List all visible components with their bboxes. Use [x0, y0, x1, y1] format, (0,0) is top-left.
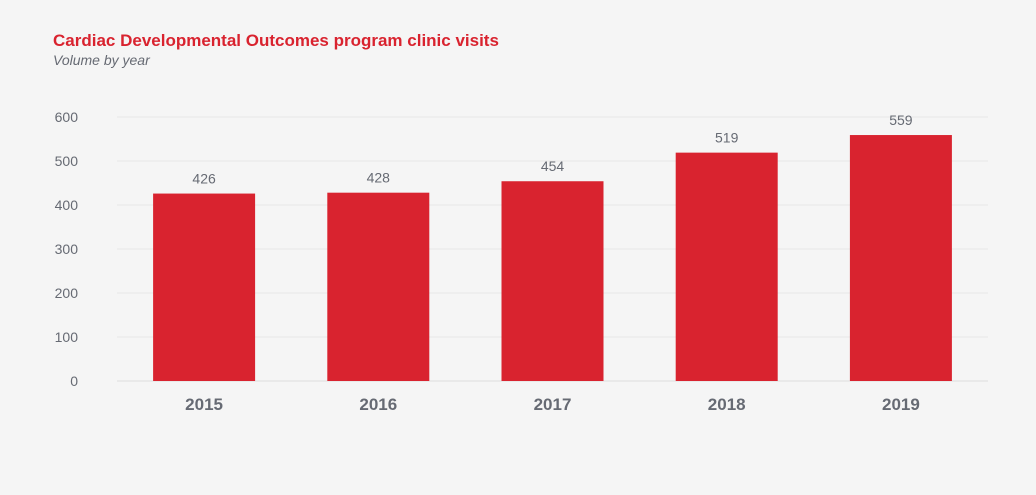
y-tick-label: 200	[55, 285, 79, 301]
x-tick-label: 2015	[185, 395, 223, 414]
y-tick-label: 400	[55, 197, 79, 213]
x-tick-label: 2019	[882, 395, 920, 414]
y-tick-label: 300	[55, 241, 79, 257]
data-label: 559	[889, 112, 913, 128]
x-tick-label: 2018	[708, 395, 746, 414]
bar-2019	[849, 135, 952, 381]
data-label: 519	[715, 130, 739, 146]
chart-subtitle: Volume by year	[53, 52, 150, 68]
y-tick-label: 600	[55, 109, 79, 125]
chart-title: Cardiac Developmental Outcomes program c…	[53, 31, 499, 50]
data-label: 428	[367, 170, 391, 186]
bar-2018	[675, 152, 778, 381]
x-tick-label: 2016	[359, 395, 397, 414]
y-tick-label: 500	[55, 153, 79, 169]
data-label: 454	[541, 158, 565, 174]
data-label: 426	[192, 171, 216, 187]
bar-2015	[153, 193, 256, 381]
x-tick-label: 2017	[534, 395, 572, 414]
bar-2016	[327, 192, 430, 381]
y-tick-label: 0	[70, 373, 78, 389]
y-tick-label: 100	[55, 329, 79, 345]
bar-2017	[501, 181, 604, 381]
